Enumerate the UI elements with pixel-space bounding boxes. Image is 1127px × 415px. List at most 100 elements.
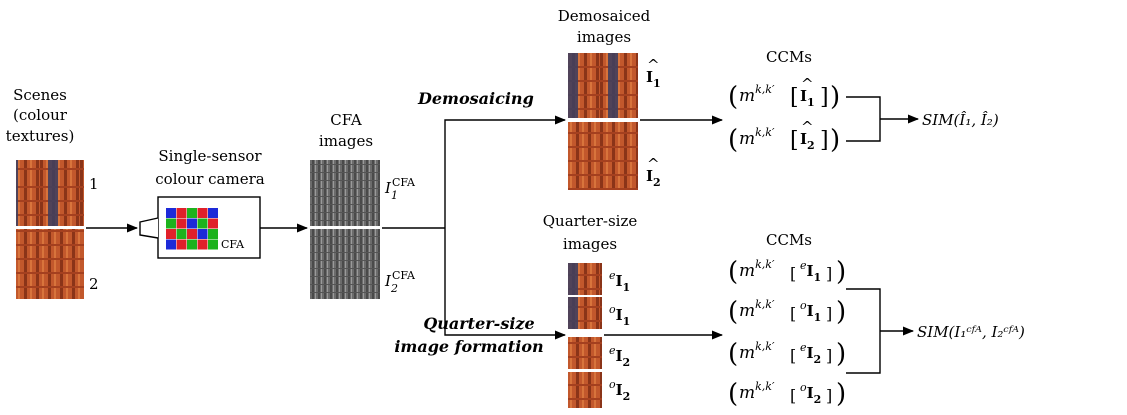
ccm-arg-sub: 1 bbox=[814, 311, 822, 324]
cfa-pixel bbox=[197, 239, 208, 250]
cfa-pixel bbox=[176, 208, 187, 218]
ccm-m: m bbox=[739, 301, 755, 321]
ccm-paren-open: ( bbox=[728, 297, 738, 327]
quarter-label-3: oI2 bbox=[609, 378, 630, 403]
cfa-pixel bbox=[208, 239, 218, 250]
ccm-arg-sub: 2 bbox=[807, 139, 815, 152]
quarter-label-0: eI1 bbox=[609, 269, 630, 294]
ccm-term-1: mk,k′ bbox=[739, 298, 775, 321]
cfa-image-1 bbox=[310, 160, 380, 226]
ccm-m: m bbox=[739, 129, 755, 149]
ccm-arg: oI1 bbox=[800, 299, 821, 324]
ccm-top-terms: (mk,k′[I1^])(mk,k′[I2^]) bbox=[728, 75, 840, 155]
ccm-paren-close: ) bbox=[830, 125, 840, 155]
ccm-bracket-close: ] bbox=[820, 128, 829, 153]
quarter-label-sub: 1 bbox=[623, 281, 631, 294]
cfa-label-1-sub: 1 bbox=[391, 189, 398, 202]
ccm-bracket-open: [ bbox=[790, 346, 796, 365]
ccm-paren-close: ) bbox=[836, 379, 846, 409]
ccm-paren-close: ) bbox=[830, 82, 840, 112]
demosaicing-group: Demosaicing Demosaiced images I1 ^ I2 ^ bbox=[417, 7, 661, 190]
ccm-arg: eI1 bbox=[800, 259, 821, 284]
arrow-to-quarter bbox=[444, 228, 567, 340]
ccm-bracket-open: [ bbox=[790, 304, 796, 323]
ccm-bottom-group: CCMs (mk,k′[eI1])(mk,k′[oI1])(mk,k′[eI2]… bbox=[728, 231, 1025, 409]
quarter-title-line-1: Quarter-size bbox=[543, 212, 638, 230]
cfa-pixel bbox=[208, 229, 218, 239]
scene-label-2: 2 bbox=[89, 275, 99, 293]
sim-top: SIM(Î₁, Î₂) bbox=[922, 111, 999, 129]
cfa-pixel bbox=[166, 229, 176, 239]
ccm-bottom-bracket bbox=[846, 288, 881, 374]
ccm-paren-open: ( bbox=[728, 257, 738, 287]
demosaiced-label-2-base: I bbox=[646, 167, 653, 185]
cfa-label-1-sup: CFA bbox=[392, 176, 416, 189]
ccm-bracket-open: [ bbox=[790, 85, 799, 110]
camera-cfa-label: CFA bbox=[221, 238, 245, 251]
cfa-pixel bbox=[197, 218, 208, 229]
demosaiced-label-2: I2 bbox=[646, 167, 661, 189]
cfa-label-2-sup: CFA bbox=[392, 269, 416, 282]
cfa-pixel bbox=[166, 208, 176, 218]
demosaiced-image-1 bbox=[568, 53, 638, 118]
quarter-image-e2 bbox=[568, 337, 602, 369]
cfa-label-1: I1CFA bbox=[384, 176, 416, 202]
ccm-arg-base: I bbox=[807, 344, 814, 362]
ccm-bottom-terms: (mk,k′[eI1])(mk,k′[oI1])(mk,k′[eI2])(mk,… bbox=[728, 257, 846, 409]
ccm-sup: k,k′ bbox=[755, 126, 775, 139]
quarter-label-base: I bbox=[616, 272, 623, 290]
ccm-paren-open: ( bbox=[728, 339, 738, 369]
cfa-pixel bbox=[176, 229, 187, 239]
ccm-bracket-close: ] bbox=[826, 346, 832, 365]
ccm-bracket-open: [ bbox=[790, 386, 796, 405]
cfa-label-1-base: I bbox=[384, 179, 392, 197]
quarter-label-base: I bbox=[616, 347, 623, 365]
demosaiced-label-1-sub: 1 bbox=[653, 77, 661, 90]
quarter-label-pre: o bbox=[609, 378, 616, 391]
ccm-arg-sub: 2 bbox=[814, 393, 822, 406]
ccm-sup: k,k′ bbox=[755, 83, 775, 96]
ccm-top-bracket bbox=[846, 96, 881, 142]
scenes-group: Scenes (colour textures) 1 2 bbox=[6, 86, 99, 299]
camera-group: Single-sensor colour camera CFA bbox=[139, 147, 265, 259]
cfa-pixel bbox=[166, 218, 176, 229]
ccm-paren-close: ) bbox=[836, 257, 846, 287]
ccm-bracket-open: [ bbox=[790, 128, 799, 153]
cfa-pixel bbox=[187, 208, 197, 218]
cfa-label-2-sub: 2 bbox=[390, 282, 398, 295]
scenes-title-line-1: Scenes bbox=[13, 86, 67, 104]
ccm-arg: I2 bbox=[800, 130, 815, 152]
quarter-label-pre: e bbox=[609, 344, 616, 357]
demosaiced-label-1: I1 bbox=[646, 68, 661, 90]
cfa-pixel bbox=[187, 239, 197, 250]
cfa-images-group: CFA images I1CFA I2CFA bbox=[310, 111, 416, 299]
ccm-term-3: mk,k′ bbox=[739, 380, 775, 403]
ccm-term-2: mk,k′ bbox=[739, 340, 775, 363]
cfa-pixel bbox=[208, 208, 218, 218]
ccm-arg-accent: ^ bbox=[801, 75, 814, 93]
demosaiced-label-2-accent: ^ bbox=[647, 155, 660, 173]
demosaicing-label: Demosaicing bbox=[417, 89, 534, 108]
ccm-arg-base: I bbox=[807, 262, 814, 280]
ccm-arg-sub: 2 bbox=[814, 353, 822, 366]
ccm-arg-base: I bbox=[807, 302, 814, 320]
ccm-sup: k,k′ bbox=[755, 258, 775, 271]
quarter-label-sub: 1 bbox=[623, 315, 631, 328]
ccm-paren-close: ) bbox=[836, 339, 846, 369]
ccm-arg-pre: e bbox=[800, 259, 807, 272]
ccm-bracket-open: [ bbox=[790, 264, 796, 283]
cfa-label-2: I2CFA bbox=[384, 269, 416, 295]
quarter-label-2: eI2 bbox=[609, 344, 630, 369]
ccm-sup: k,k′ bbox=[755, 298, 775, 311]
quarter-label-base: I bbox=[616, 306, 623, 324]
ccm-arg: eI2 bbox=[800, 341, 821, 366]
ccm-arg: I1 bbox=[800, 87, 815, 109]
demosaiced-label-2-sub: 2 bbox=[653, 176, 661, 189]
cfa-images-title-line-1: CFA bbox=[330, 111, 362, 129]
demosaiced-label-1-accent: ^ bbox=[647, 56, 660, 74]
demosaiced-image-2 bbox=[568, 122, 638, 190]
sim-bottom: SIM(I₁ᶜᶠᴬ, I₂ᶜᶠᴬ) bbox=[917, 323, 1025, 341]
scene-image-2 bbox=[16, 229, 84, 299]
quarter-label-base: I bbox=[616, 381, 623, 399]
